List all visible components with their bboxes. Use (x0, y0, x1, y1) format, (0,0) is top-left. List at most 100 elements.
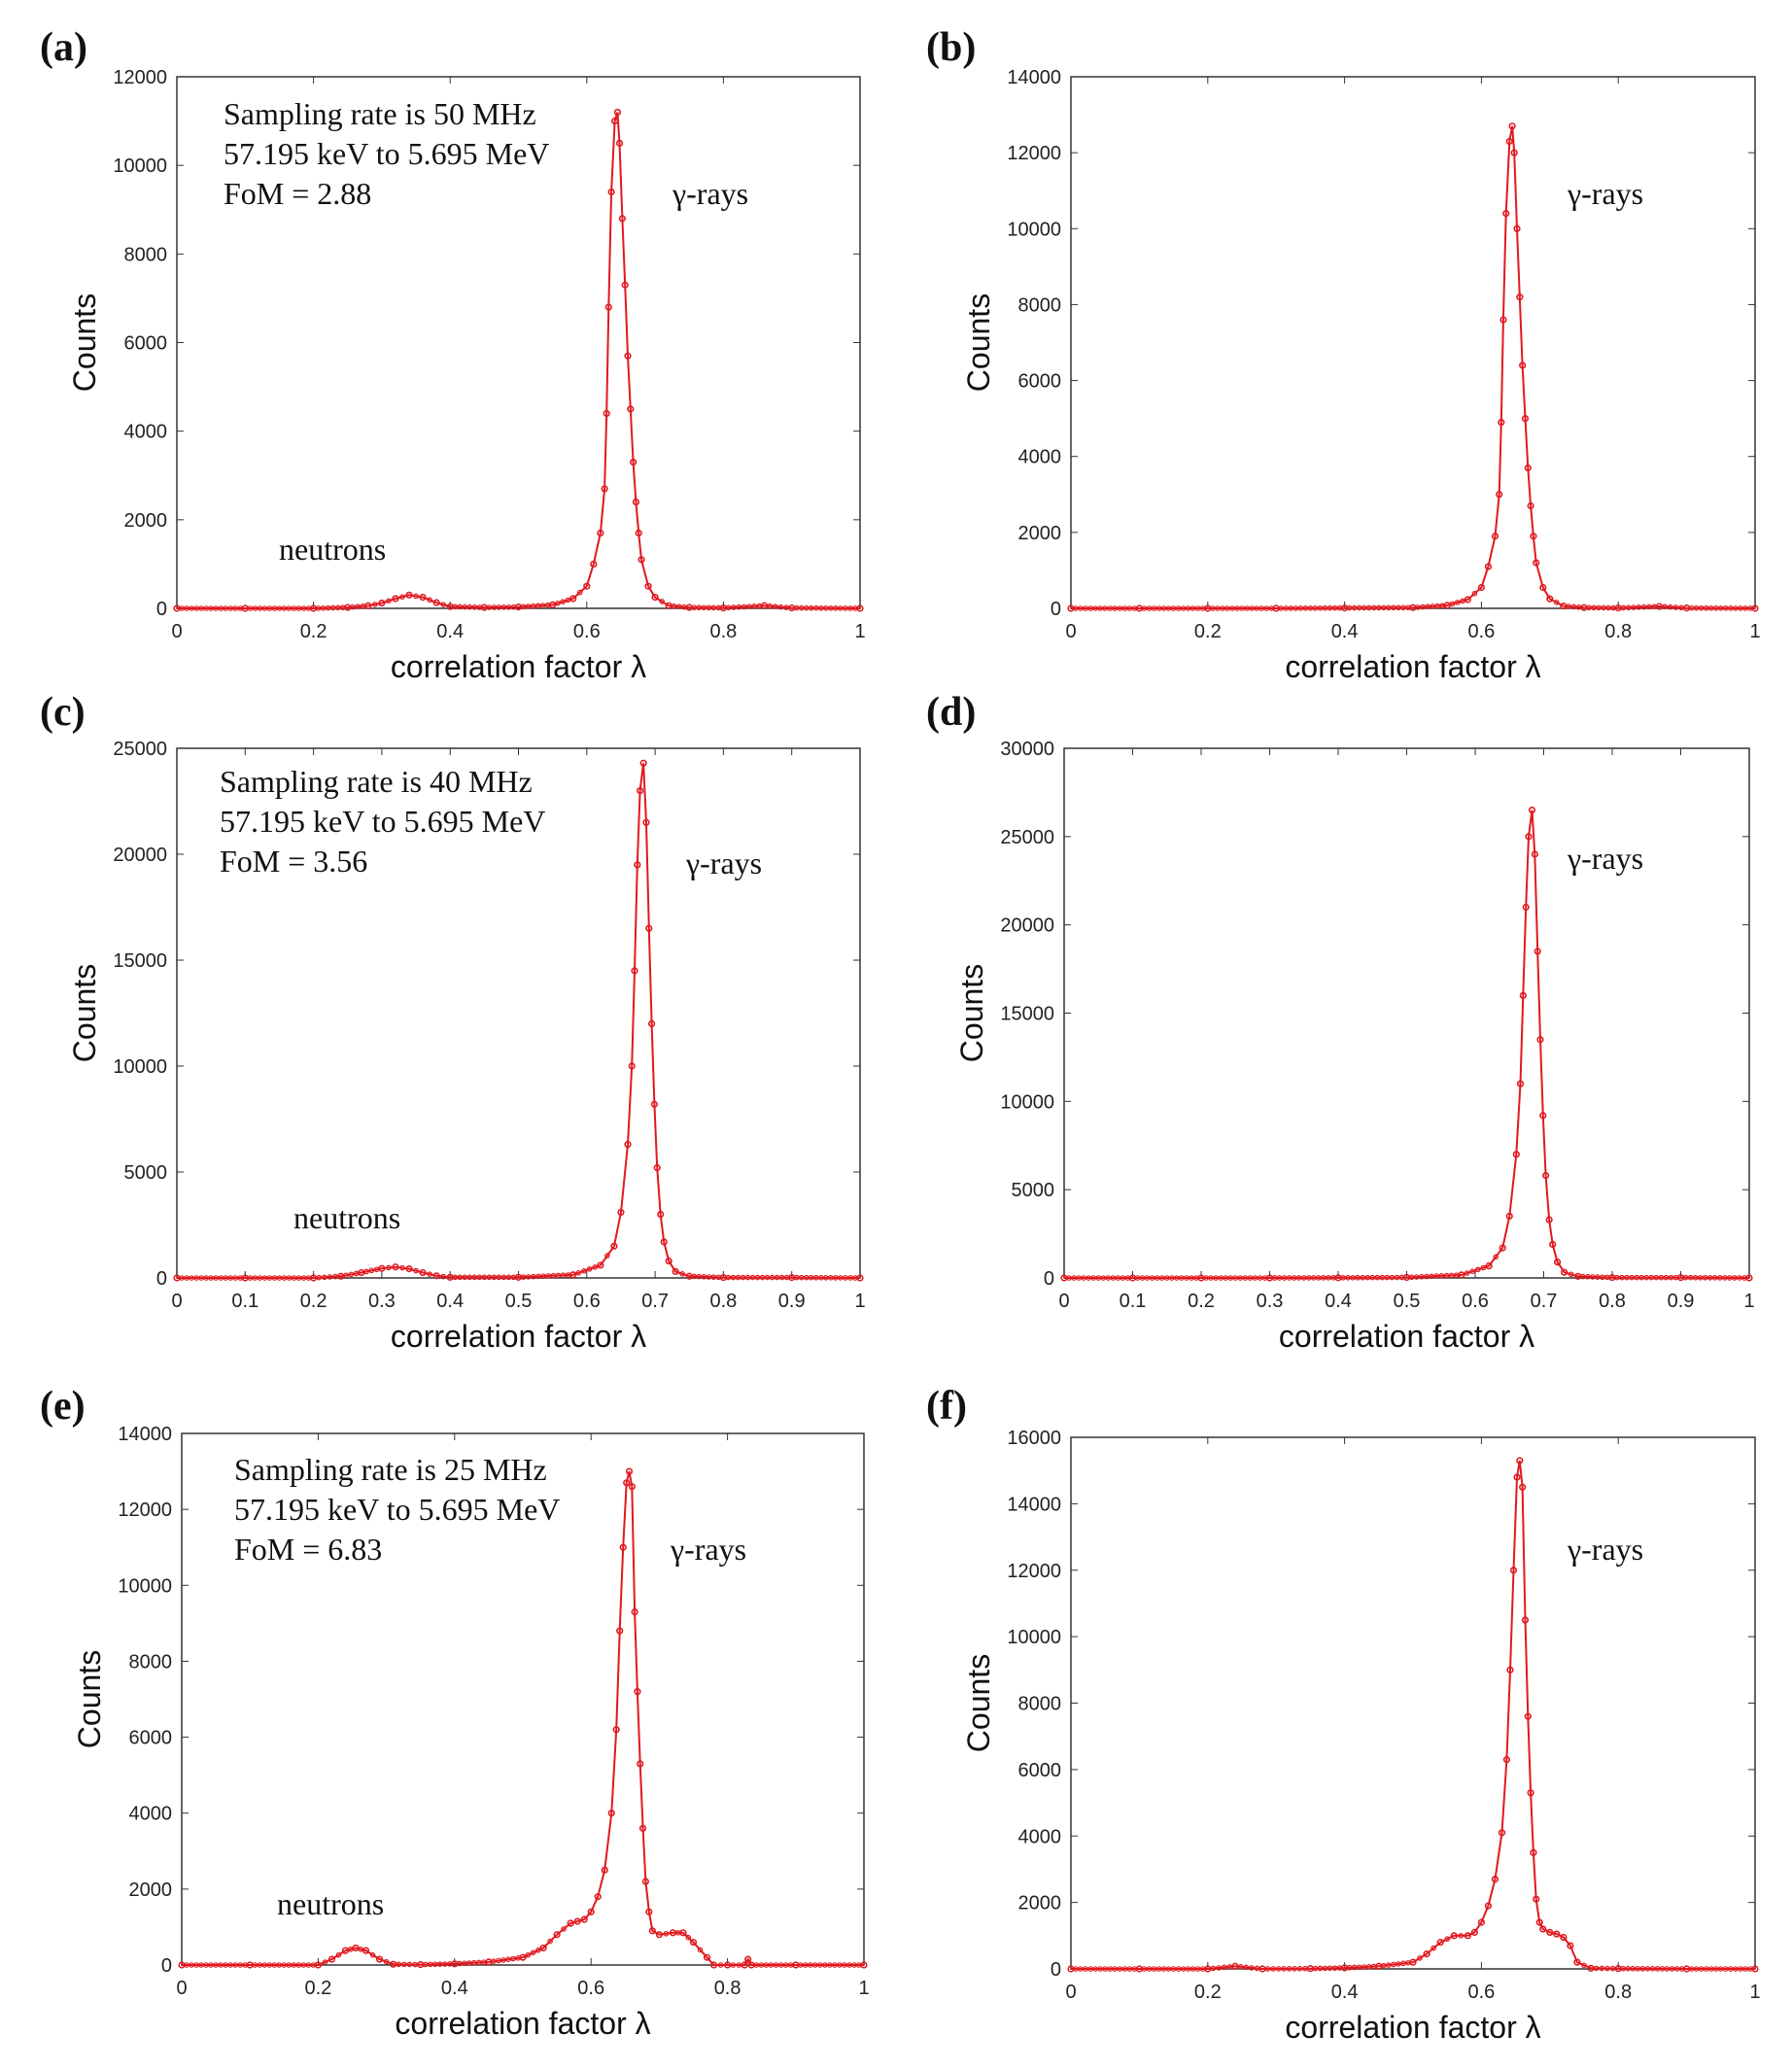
x-tick-label: 0.5 (1394, 1291, 1421, 1312)
data-point (1312, 604, 1319, 611)
data-point (1124, 1275, 1131, 1281)
y-tick-label: 8000 (124, 244, 168, 265)
data-point (1727, 1275, 1733, 1281)
data-point (350, 603, 356, 610)
annotation-gamma-rays: γ-rays (672, 176, 748, 211)
y-axis-label: Counts (961, 293, 996, 392)
data-point (1519, 991, 1527, 999)
data-point (1396, 604, 1401, 611)
y-tick-label: 20000 (1000, 915, 1054, 937)
x-tick-label: 0.8 (1599, 1291, 1626, 1312)
y-tick-label: 10000 (118, 1575, 172, 1597)
y-tick-label: 14000 (118, 1424, 172, 1445)
data-point (1649, 1966, 1656, 1972)
data-point (745, 603, 752, 609)
data-point (1499, 316, 1507, 324)
data-point (1141, 1966, 1148, 1972)
y-tick-label: 0 (161, 1955, 172, 1977)
x-tick-label: 1 (1749, 621, 1760, 642)
data-point (510, 1955, 516, 1962)
data-point (1087, 605, 1093, 611)
data-point (1573, 1958, 1581, 1966)
data-point (427, 597, 432, 603)
data-point (179, 605, 185, 611)
data-point (1664, 1966, 1671, 1972)
data-point (405, 1265, 413, 1273)
data-point (1707, 604, 1714, 611)
annotation-info-line: 57.195 keV to 5.695 MeV (234, 1492, 560, 1527)
data-point (271, 1275, 278, 1281)
data-point (783, 604, 789, 610)
data-point (1521, 1616, 1530, 1624)
data-point (1522, 903, 1530, 912)
data-point (644, 582, 652, 590)
data-point (685, 1934, 692, 1941)
plot-frame (181, 1432, 865, 1966)
data-point (457, 1960, 463, 1967)
data-point (625, 1467, 634, 1475)
data-point (1733, 605, 1739, 611)
data-point (1376, 604, 1382, 611)
x-tick-label: 0 (176, 1978, 187, 1999)
data-point (1424, 1273, 1430, 1280)
data-point (1454, 600, 1461, 605)
data-point (1516, 293, 1524, 301)
data-point (432, 1272, 440, 1280)
panel-label: (d) (926, 690, 976, 735)
data-point (803, 1274, 810, 1281)
data-point (252, 1962, 258, 1968)
data-point (615, 139, 624, 147)
data-point (1361, 1964, 1367, 1970)
data-point (1669, 1966, 1675, 1972)
data-point (1475, 1266, 1481, 1273)
data-point (471, 1274, 478, 1281)
x-tick-label: 0.3 (368, 1291, 396, 1312)
data-point (813, 604, 819, 611)
data-point (634, 861, 641, 869)
data-point (539, 603, 546, 608)
data-point (1087, 1966, 1093, 1972)
data-point (691, 604, 698, 610)
data-point (1149, 1275, 1155, 1281)
x-tick-label: 1 (1749, 1982, 1760, 2003)
data-point (560, 1272, 567, 1279)
data-point (223, 605, 229, 611)
data-point (1653, 1274, 1660, 1281)
data-point (189, 1962, 194, 1968)
data-point (1533, 1895, 1540, 1903)
data-point (1155, 1966, 1162, 1972)
data-point (360, 603, 366, 609)
data-point (1439, 603, 1445, 609)
data-point (1499, 1244, 1506, 1252)
y-tick-label: 10000 (113, 155, 167, 177)
data-point (1276, 1275, 1283, 1281)
data-point (545, 1273, 551, 1279)
data-point (1263, 605, 1269, 611)
data-point (1180, 605, 1187, 611)
y-tick-label: 2000 (1018, 1893, 1062, 1914)
data-point (637, 786, 644, 795)
x-tick-label: 0.1 (1120, 1291, 1147, 1312)
data-point (1662, 603, 1668, 610)
chart-panel-d: (d) 0 0.1 0.2 0.3 0.4 0.5 0.6 0.7 0.8 0.9 1 0 5000 100… (926, 690, 1755, 1354)
data-point (1249, 605, 1255, 611)
data-point (386, 1264, 392, 1271)
data-point (431, 1961, 438, 1968)
data-point (1146, 1966, 1153, 1972)
data-point (1560, 1933, 1568, 1942)
data-point (1530, 533, 1537, 540)
data-point (1168, 1275, 1175, 1281)
data-point (631, 967, 638, 975)
data-point (1443, 1272, 1450, 1279)
data-point (1425, 603, 1430, 610)
data-point (675, 603, 682, 609)
data-point (462, 1274, 468, 1281)
data-point (1554, 600, 1560, 605)
x-tick-label: 0.6 (577, 1978, 604, 1999)
data-point (1283, 605, 1290, 611)
data-point (315, 605, 322, 611)
data-point (612, 1726, 620, 1734)
data-point (446, 1961, 453, 1967)
data-point (1604, 1965, 1610, 1972)
data-point (597, 529, 604, 537)
